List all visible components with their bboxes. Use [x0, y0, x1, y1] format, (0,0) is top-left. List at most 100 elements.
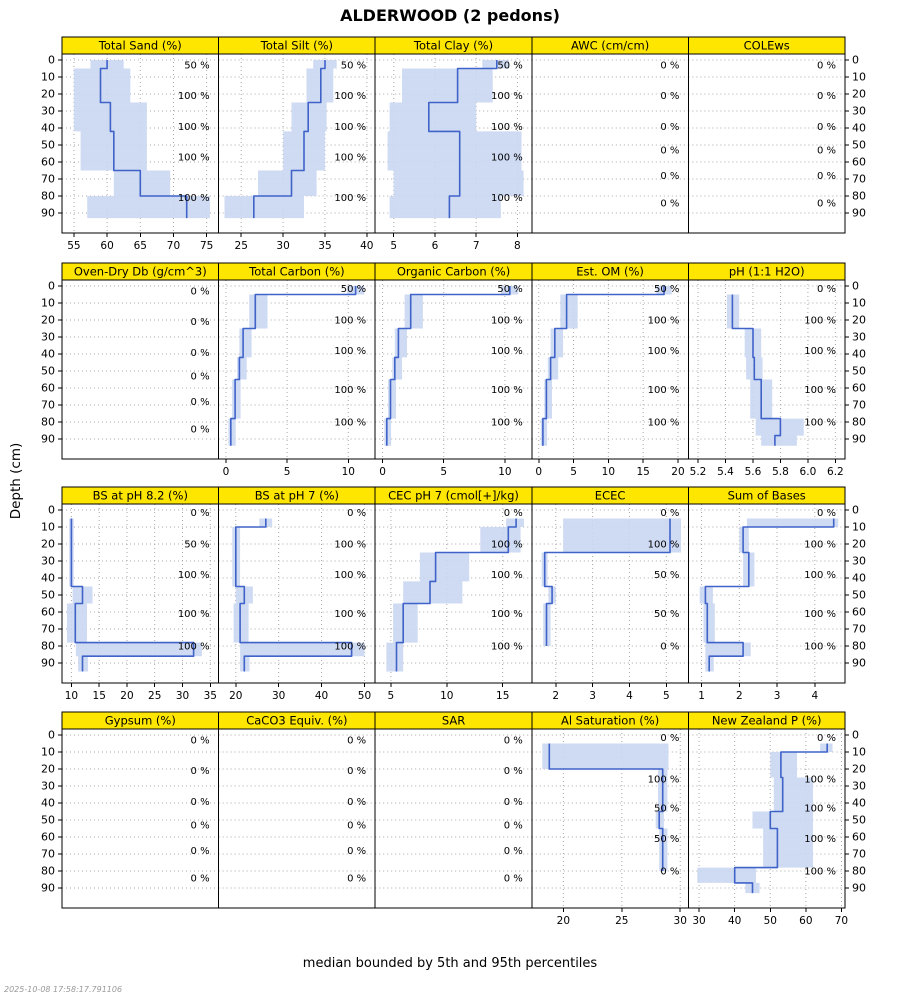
depth-tick-label: 0 [852, 54, 859, 67]
contributing-fraction-label: 0 % [191, 317, 210, 328]
contributing-fraction-label: 0 % [191, 821, 210, 832]
contributing-fraction-label: 100 % [804, 570, 836, 581]
percentile-band [540, 286, 672, 446]
x-tick-label: 60 [100, 240, 113, 252]
panel-total-sand: 55 60 65 70 75 50 % 100 % 100 % 100 % 100 % Total … [61, 36, 220, 252]
depth-axis-row-2: 0 0 10 10 20 20 30 30 40 40 50 50 60 60 70 70 80 80 90 90 [41, 280, 866, 446]
contributing-fraction-label: 100 % [178, 570, 210, 581]
median-line [395, 518, 517, 672]
x-tick-label: 15 [496, 690, 509, 702]
depth-tick-label: 40 [41, 572, 55, 585]
x-tick-label: 15 [636, 466, 649, 478]
x-tick-label: 30 [176, 690, 189, 702]
panel-strip-title: COLEws [744, 39, 790, 53]
median-line [542, 286, 665, 446]
x-tick-label: 20 [557, 915, 570, 927]
contributing-fraction-label: 50 % [654, 609, 679, 620]
x-tick-label: 50 [764, 915, 777, 927]
panel-strip [687, 262, 846, 281]
x-tick-label: 5 [663, 690, 670, 702]
contributing-fraction-label: 0 % [347, 797, 366, 808]
depth-tick-label: 80 [41, 190, 55, 203]
median-line [733, 743, 828, 894]
panel-strip [687, 36, 846, 55]
x-tick-label: 5 [388, 690, 395, 702]
contributing-fraction-label: 0 % [347, 873, 366, 884]
contributing-fraction-label: 0 % [191, 372, 210, 383]
x-tick-label: 30 [272, 690, 285, 702]
contributing-fraction-label: 100 % [804, 642, 836, 653]
x-tick-label: 40 [315, 690, 328, 702]
depth-tick-label: 50 [852, 814, 866, 827]
median-line [543, 518, 671, 646]
contributing-fraction-label: 100 % [491, 418, 523, 429]
contributing-fraction-label: 0 % [817, 198, 836, 209]
depth-tick-label: 60 [41, 382, 55, 395]
contributing-fraction-label: 100 % [334, 385, 366, 396]
contributing-fraction-label: 0 % [817, 91, 836, 102]
x-tick-label: 75 [200, 240, 213, 252]
percentile-band [541, 518, 681, 646]
percentile-band [228, 286, 365, 446]
depth-tick-label: 80 [852, 865, 866, 878]
x-tick-label: 25 [148, 690, 161, 702]
panel-strip-title: Total Sand (%) [98, 39, 182, 53]
depth-tick-label: 10 [852, 71, 866, 84]
contributing-fraction-label: 0 % [504, 821, 523, 832]
panel-strip-title: CEC pH 7 (cmol[+]/kg) [388, 489, 519, 503]
depth-tick-label: 30 [852, 780, 866, 793]
contributing-fraction-label: 50 % [654, 804, 679, 815]
depth-tick-label: 10 [41, 71, 55, 84]
contributing-fraction-label: 100 % [491, 540, 523, 551]
depth-tick-label: 90 [852, 657, 866, 670]
depth-tick-label: 20 [41, 538, 55, 551]
panel-gypsum: 0 % 0 % 0 % 0 % 0 % 0 % Gypsum (%) [61, 711, 220, 909]
contributing-fraction-label: 0 % [191, 424, 210, 435]
depth-tick-label: 0 [852, 280, 859, 293]
contributing-fraction-label: 100 % [804, 867, 836, 878]
x-tick-label: 3 [774, 690, 781, 702]
contributing-fraction-label: 50 % [184, 540, 209, 551]
contributing-fraction-label: 0 % [347, 846, 366, 857]
depth-tick-label: 60 [852, 156, 866, 169]
panel-al-saturation: 20 25 300 %100 %50 %50 %0 %Al Saturation (… [531, 711, 689, 927]
contributing-fraction-label: 100 % [178, 91, 210, 102]
depth-tick-label: 70 [852, 623, 866, 636]
panel-strip-title: Total Silt (%) [260, 39, 333, 53]
contributing-fraction-label: 50 % [654, 834, 679, 845]
contributing-fraction-label: 100 % [804, 346, 836, 357]
depth-tick-label: 90 [852, 433, 866, 446]
panel-strip-title: Organic Carbon (%) [397, 265, 510, 279]
contributing-fraction-label: 0 % [660, 508, 679, 519]
x-tick-label: 10 [342, 466, 355, 478]
panel-organic-carbon: 0 5 10 50 % 100 % 100 % 100 % 100 % Organic Carb… [374, 262, 533, 478]
panel-ph-1-1-h2o: 5.2 5.4 5.6 5.8 6.0 6.2 0 % 100 % 100 % 100 % 100 … [687, 262, 846, 478]
depth-tick-label: 30 [41, 331, 55, 344]
panel-strip-title: AWC (cm/cm) [571, 39, 649, 53]
depth-tick-label: 90 [852, 882, 866, 895]
depth-tick-label: 10 [852, 746, 866, 759]
contributing-fraction-label: 50 % [497, 61, 522, 72]
contributing-fraction-label: 0 % [660, 733, 679, 744]
x-tick-label: 5.4 [717, 466, 734, 478]
contributing-fraction-label: 100 % [334, 346, 366, 357]
depth-tick-label: 10 [41, 746, 55, 759]
x-tick-label: 70 [167, 240, 180, 252]
depth-tick-label: 30 [852, 331, 866, 344]
contributing-fraction-label: 100 % [334, 540, 366, 551]
contributing-fraction-label: 0 % [817, 733, 836, 744]
contributing-fraction-label: 100 % [491, 642, 523, 653]
x-tick-label: 5 [570, 466, 577, 478]
contributing-fraction-label: 100 % [491, 609, 523, 620]
percentile-band [542, 743, 669, 871]
panel-awc-cm-cm: 0 % 0 % 0 % 0 % 0 % 0 % AWC (cm/cm) [531, 36, 689, 234]
contributing-fraction-label: 100 % [648, 418, 680, 429]
percentile-band [224, 60, 337, 219]
depth-tick-label: 70 [41, 173, 55, 186]
panel-strip-title: pH (1:1 H2O) [729, 265, 805, 279]
depth-tick-label: 80 [41, 640, 55, 653]
depth-tick-label: 40 [852, 797, 866, 810]
x-tick-label: 25 [615, 915, 628, 927]
contributing-fraction-label: 100 % [491, 152, 523, 163]
median-line [428, 60, 498, 219]
